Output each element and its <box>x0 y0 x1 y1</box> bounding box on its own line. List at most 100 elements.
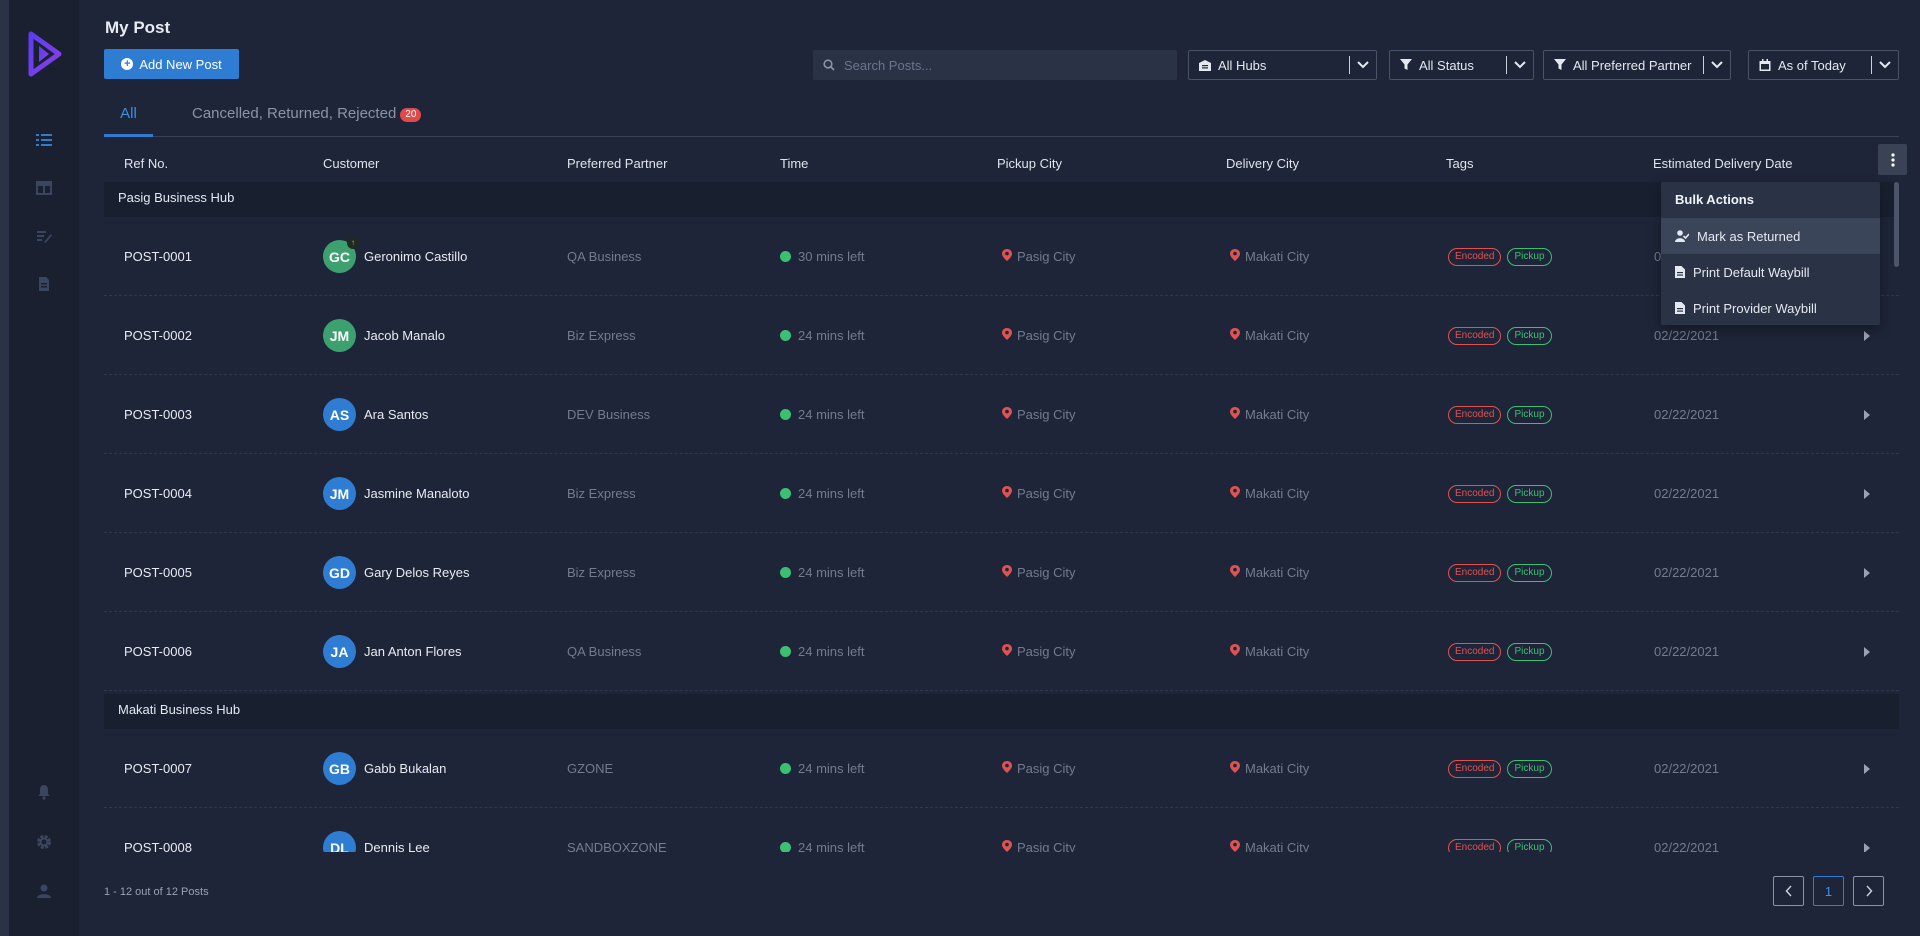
next-page-button[interactable] <box>1853 876 1884 906</box>
table-row[interactable]: POST-0002 JM Jacob Manalo Biz Express 24 min… <box>104 296 1899 375</box>
column-header-time[interactable]: Time <box>780 156 809 171</box>
caret-right-icon[interactable] <box>1864 612 1870 691</box>
status-dot-icon <box>780 842 791 852</box>
add-new-post-button[interactable]: + Add New Post <box>104 49 239 79</box>
tab-all[interactable]: All <box>104 105 153 137</box>
caret-right-icon[interactable] <box>1864 533 1870 612</box>
map-pin-icon <box>1230 486 1240 501</box>
date-filter[interactable]: As of Today <box>1748 50 1899 80</box>
gear-icon[interactable] <box>33 831 55 853</box>
map-pin-icon <box>1230 840 1240 852</box>
mark-as-returned-item[interactable]: Mark as Returned <box>1661 218 1880 254</box>
pickup-cell: Pasig City <box>1002 296 1076 375</box>
page-number-button[interactable]: 1 <box>1813 876 1844 906</box>
table-row[interactable]: POST-0001 GC ↑ Geronimo Castillo QA Business… <box>104 217 1899 296</box>
file-icon <box>1675 302 1685 314</box>
table-row[interactable]: POST-0008 DL Dennis Lee SANDBOXZONE 24 mins … <box>104 808 1899 852</box>
delivery-city: Makati City <box>1245 328 1310 343</box>
status-dot-icon <box>780 567 791 578</box>
list-icon[interactable] <box>33 129 55 151</box>
preferred-partner: SANDBOXZONE <box>567 840 667 852</box>
scrollbar[interactable] <box>1894 182 1899 267</box>
print-provider-waybill-item[interactable]: Print Provider Waybill <box>1661 290 1880 326</box>
edit-list-icon[interactable] <box>33 225 55 247</box>
tag-pickup: Pickup <box>1507 759 1552 778</box>
map-pin-icon <box>1002 644 1012 659</box>
column-header-partner[interactable]: Preferred Partner <box>567 156 668 171</box>
customer-cell: GD Gary Delos Reyes <box>323 533 469 612</box>
page-title: My Post <box>105 18 171 37</box>
table-row[interactable]: POST-0003 AS Ara Santos DEV Business 24 mins… <box>104 375 1899 454</box>
customer-name: Jacob Manalo <box>364 328 445 343</box>
group-header-makati: Makati Business Hub <box>104 694 1899 729</box>
print-default-waybill-item[interactable]: Print Default Waybill <box>1661 254 1880 290</box>
document-icon[interactable] <box>33 273 55 295</box>
preferred-partner: GZONE <box>567 761 614 776</box>
table-row[interactable]: POST-0006 JA Jan Anton Flores QA Business 24… <box>104 612 1899 691</box>
search-box <box>813 50 1177 80</box>
avatar-initials: DL <box>330 839 349 853</box>
column-header-delivery[interactable]: Delivery City <box>1226 156 1299 171</box>
tag-encoded: Encoded <box>1448 484 1502 503</box>
time-left: 24 mins left <box>798 328 865 343</box>
bell-icon[interactable] <box>33 781 55 803</box>
status-dot-icon <box>780 763 791 774</box>
time-cell: 24 mins left <box>780 729 864 808</box>
avatar-initials: JA <box>330 643 349 660</box>
table-row[interactable]: POST-0004 JM Jasmine Manaloto Biz Express 24… <box>104 454 1899 533</box>
ref-number: POST-0004 <box>124 486 192 501</box>
pickup-cell: Pasig City <box>1002 217 1076 296</box>
map-pin-icon <box>1230 407 1240 422</box>
chevron-down-icon <box>1878 60 1892 70</box>
tag-encoded: Encoded <box>1448 247 1502 266</box>
avatar: DL <box>323 831 356 852</box>
status-filter-label: All Status <box>1419 57 1474 73</box>
column-header-customer[interactable]: Customer <box>323 156 380 171</box>
caret-right-icon[interactable] <box>1864 454 1870 533</box>
tab-cancelled-returned-rejected[interactable]: Cancelled, Returned, Rejected 20 <box>192 105 422 137</box>
hubs-filter[interactable]: All Hubs <box>1188 50 1377 80</box>
pickup-cell: Pasig City <box>1002 808 1076 852</box>
pickup-city: Pasig City <box>1017 840 1076 852</box>
time-left: 24 mins left <box>798 761 865 776</box>
estimated-delivery-date: 02/22/2021 <box>1654 486 1720 501</box>
status-dot-icon <box>780 330 791 341</box>
kebab-menu-icon[interactable] <box>1878 144 1907 175</box>
caret-right-icon[interactable] <box>1864 808 1870 852</box>
map-pin-icon <box>1230 761 1240 776</box>
table-row[interactable]: POST-0005 GD Gary Delos Reyes Biz Express 24… <box>104 533 1899 612</box>
delivery-city: Makati City <box>1245 249 1310 264</box>
delivery-cell: Makati City <box>1230 217 1309 296</box>
table-row[interactable]: POST-0007 GB Gabb Bukalan GZONE 24 mins left… <box>104 729 1899 808</box>
window-edge <box>0 0 9 936</box>
column-header-ref[interactable]: Ref No. <box>124 156 169 171</box>
column-header-date[interactable]: Estimated Delivery Date <box>1653 156 1793 171</box>
estimated-delivery-date: 02/22/2021 <box>1654 840 1720 852</box>
main-content: My Post + Add New Post All Hubs All Stat… <box>79 0 1920 936</box>
map-pin-icon <box>1002 565 1012 580</box>
tag-encoded: Encoded <box>1448 642 1502 661</box>
prev-page-button[interactable] <box>1773 876 1804 906</box>
partner-filter[interactable]: All Preferred Partner <box>1543 50 1731 80</box>
avatar: AS <box>323 398 356 431</box>
time-cell: 24 mins left <box>780 808 864 852</box>
avatar-initials: JM <box>329 485 350 502</box>
print-provider-waybill-label: Print Provider Waybill <box>1693 300 1817 316</box>
ref-number: POST-0005 <box>124 565 192 580</box>
customer-cell: GB Gabb Bukalan <box>323 729 446 808</box>
status-filter[interactable]: All Status <box>1389 50 1534 80</box>
pickup-city: Pasig City <box>1017 486 1076 501</box>
user-icon[interactable] <box>33 880 55 902</box>
columns-icon[interactable] <box>33 177 55 199</box>
app-logo[interactable] <box>25 28 65 80</box>
caret-right-icon[interactable] <box>1864 729 1870 808</box>
column-header-pickup[interactable]: Pickup City <box>997 156 1063 171</box>
caret-right-icon[interactable] <box>1864 375 1870 454</box>
caret-right-icon[interactable] <box>1864 296 1870 375</box>
column-header-tags[interactable]: Tags <box>1446 156 1474 171</box>
warehouse-icon <box>1199 59 1211 71</box>
time-cell: 24 mins left <box>780 375 864 454</box>
search-input[interactable] <box>844 57 1164 73</box>
tags-cell: Encoded Pickup <box>1448 533 1552 612</box>
map-pin-icon <box>1002 249 1012 264</box>
